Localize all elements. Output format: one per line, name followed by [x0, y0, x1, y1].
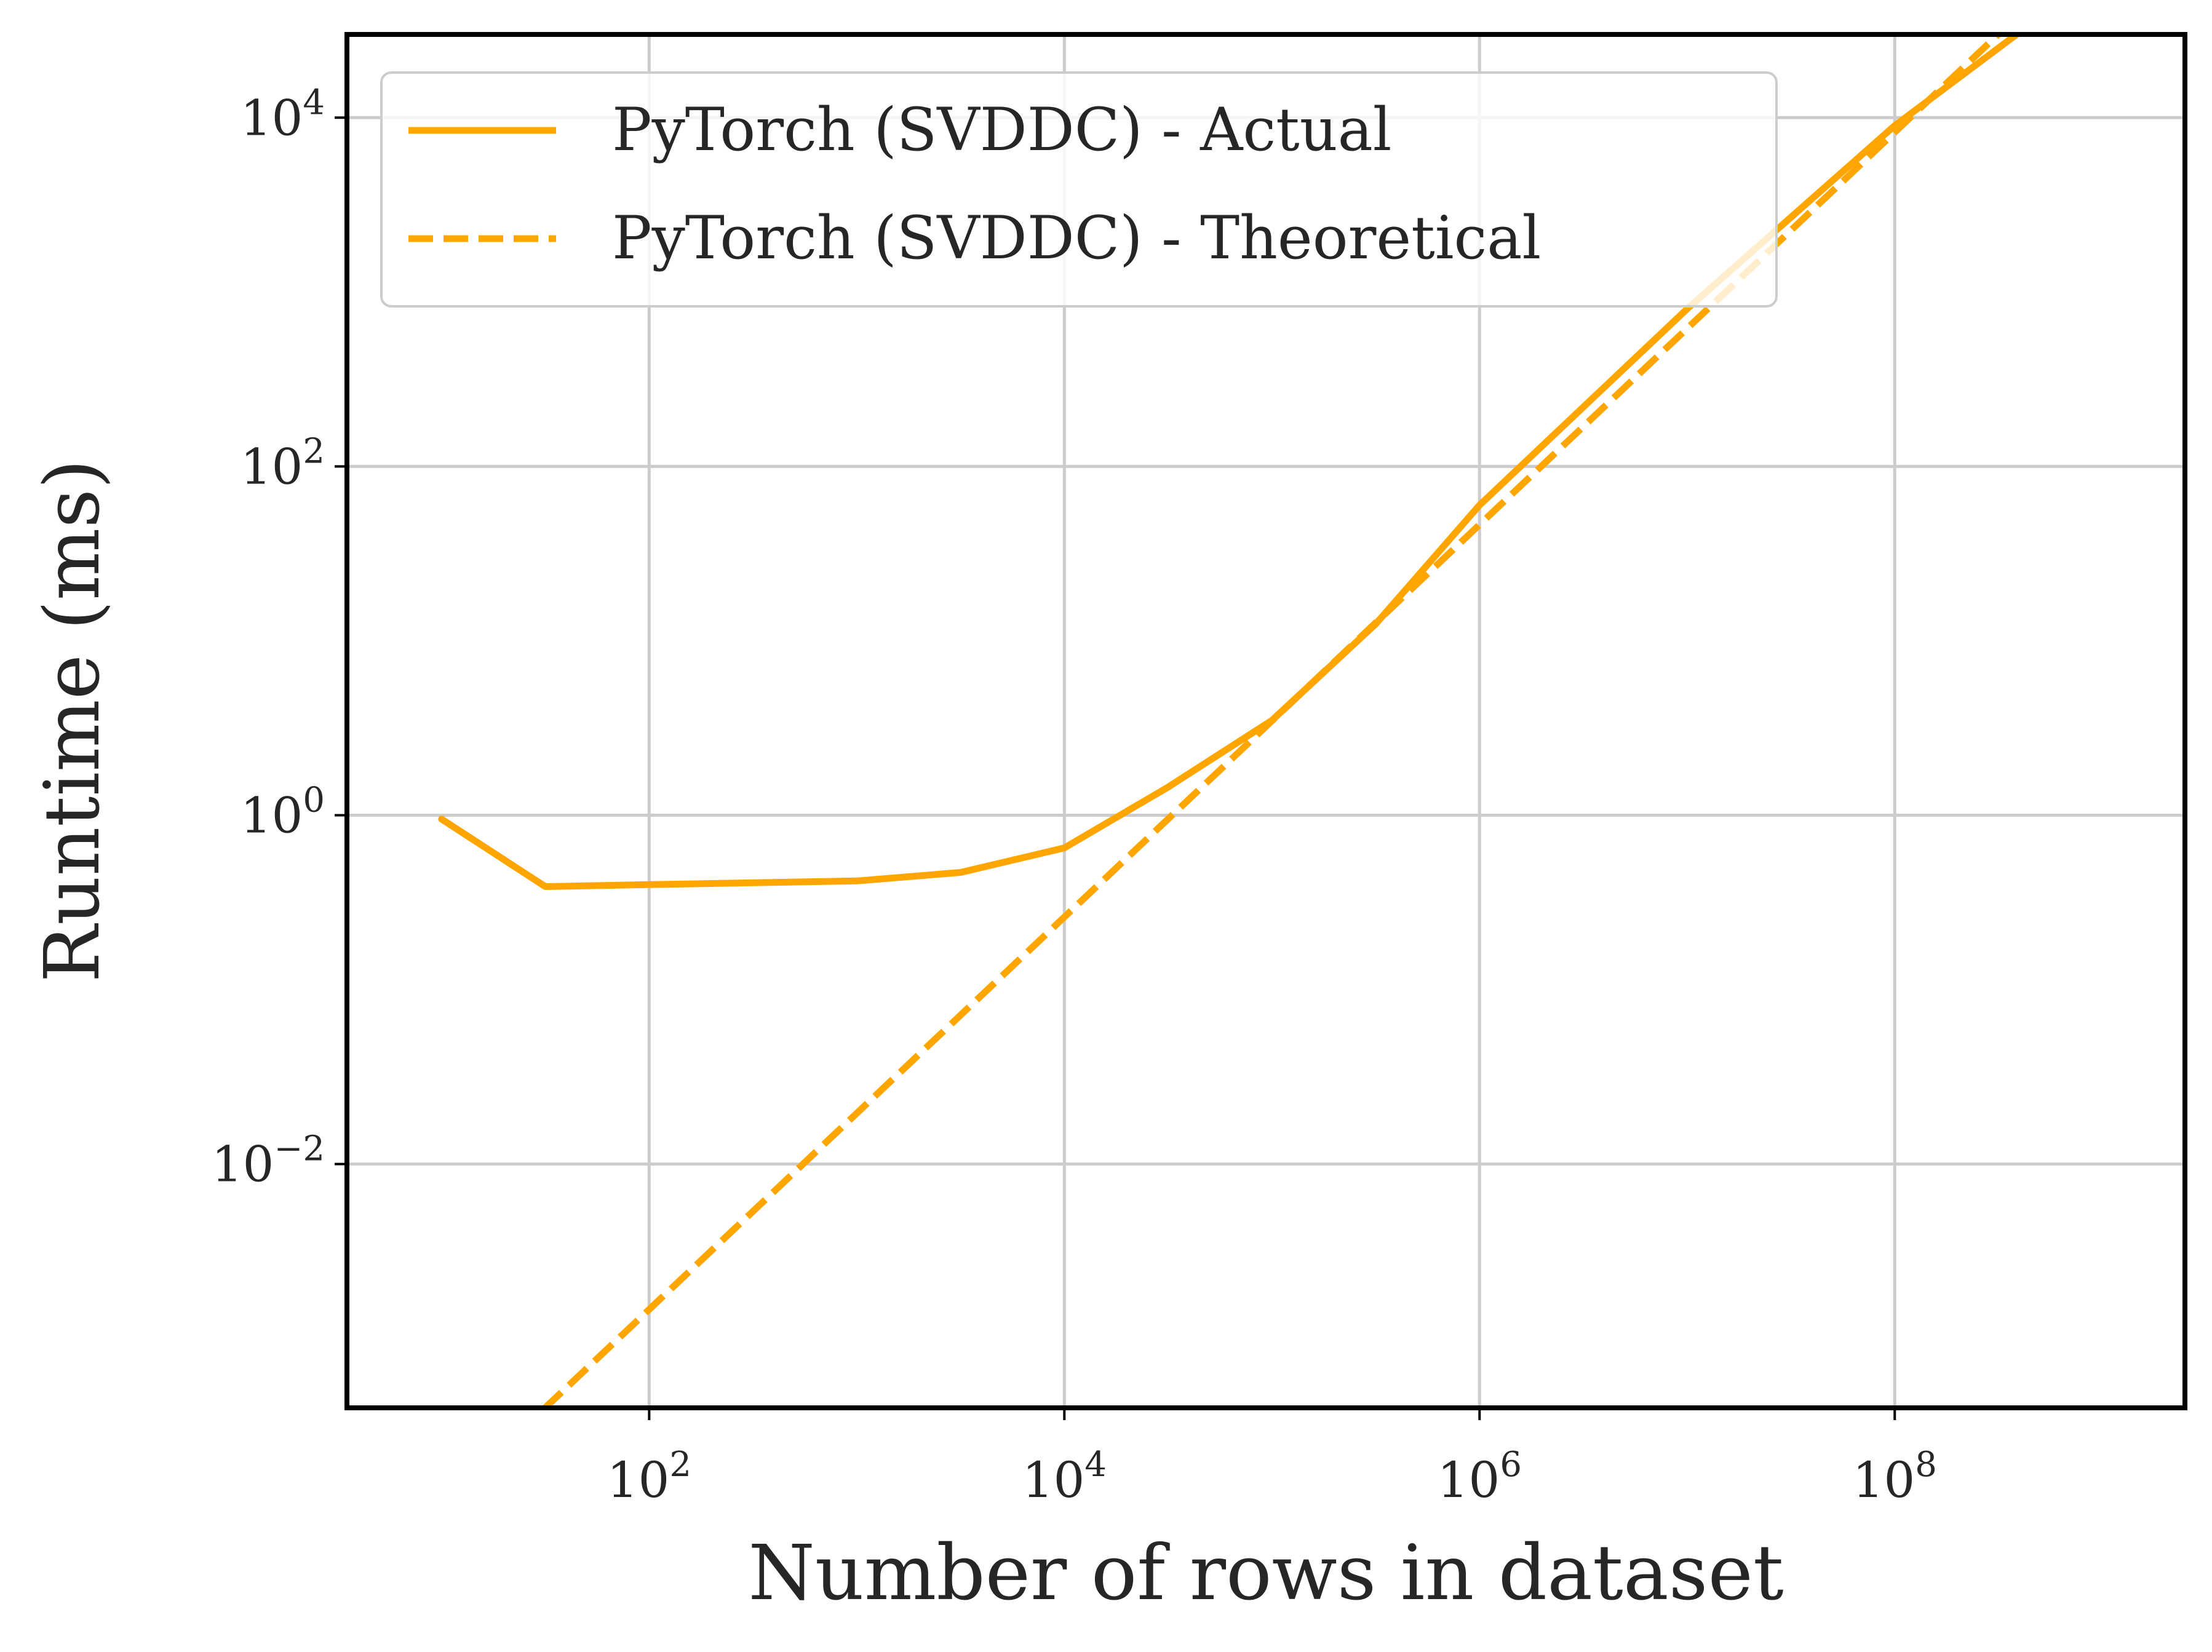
x-axis-label: Number of rows in dataset [748, 1529, 1783, 1618]
legend-box [380, 71, 1778, 308]
plot-frame [344, 32, 2187, 1410]
y-tick-label: 102 [241, 431, 325, 495]
y-tick-label: 10−2 [212, 1129, 325, 1193]
series-layer [438, 34, 2023, 1408]
legend-label-actual: PyTorch (SVDDC) - Actual [612, 95, 1392, 164]
x-tick-label: 106 [1438, 1445, 1522, 1509]
series-line-theoretical [540, 34, 2003, 1408]
x-tick-label: 102 [607, 1445, 691, 1509]
y-axis-ticks: 10−2 100 102 104 [212, 82, 347, 1193]
legend-label-theoretical: PyTorch (SVDDC) - Theoretical [612, 204, 1541, 272]
x-tick-label: 108 [1853, 1445, 1937, 1509]
series-line-actual [438, 34, 2023, 890]
y-axis-label: Runtime (ms) [28, 459, 117, 983]
legend: PyTorch (SVDDC) - Actual PyTorch (SVDDC)… [380, 71, 1778, 308]
x-tick-label: 104 [1022, 1445, 1107, 1509]
y-tick-label: 100 [241, 780, 325, 844]
x-axis-ticks: 102 104 106 108 [607, 1408, 1937, 1509]
y-tick-label: 104 [241, 82, 325, 146]
